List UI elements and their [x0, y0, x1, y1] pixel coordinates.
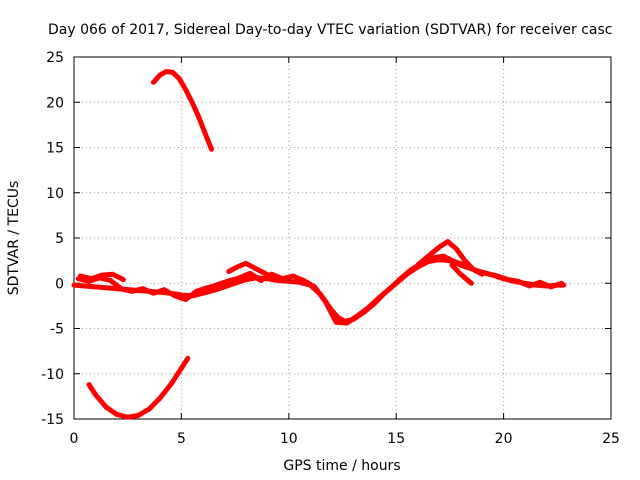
y-tick-label: 20 [46, 95, 64, 111]
x-tick-label: 15 [387, 431, 405, 447]
chart-title: Day 066 of 2017, Sidereal Day-to-day VTE… [48, 22, 612, 38]
x-tick-label: 5 [177, 431, 186, 447]
series-dip-tail [200, 277, 236, 293]
y-tick-label: 15 [46, 141, 64, 157]
y-tick-label: 0 [55, 276, 64, 292]
series-main-b [75, 253, 565, 326]
series-morning-bump [77, 271, 126, 283]
x-tick-label: 10 [280, 431, 298, 447]
y-tick-label: 25 [46, 50, 64, 66]
x-tick-label: 20 [495, 431, 513, 447]
y-axis-label: SDTVAR / TECUs [6, 181, 22, 296]
x-tick-label: 25 [602, 431, 620, 447]
x-tick-label: 0 [70, 431, 79, 447]
x-axis-label: GPS time / hours [283, 458, 400, 474]
series-late-drop [449, 262, 474, 286]
series-low-arc [86, 355, 191, 420]
y-tick-label: -10 [41, 367, 64, 383]
series-group [71, 69, 567, 420]
y-tick-label: 10 [46, 186, 64, 202]
y-tick-label: 5 [55, 231, 64, 247]
series-high-arc [151, 69, 214, 152]
axis-ticks: 0 5 10 15 20 25 -15 -10 -5 0 5 10 15 20 25 [41, 50, 620, 447]
y-tick-label: -15 [41, 412, 64, 428]
grid [74, 57, 611, 419]
y-tick-label: -5 [50, 322, 64, 338]
series-evening-rise [226, 260, 275, 280]
series-afternoon-peak [415, 239, 485, 277]
